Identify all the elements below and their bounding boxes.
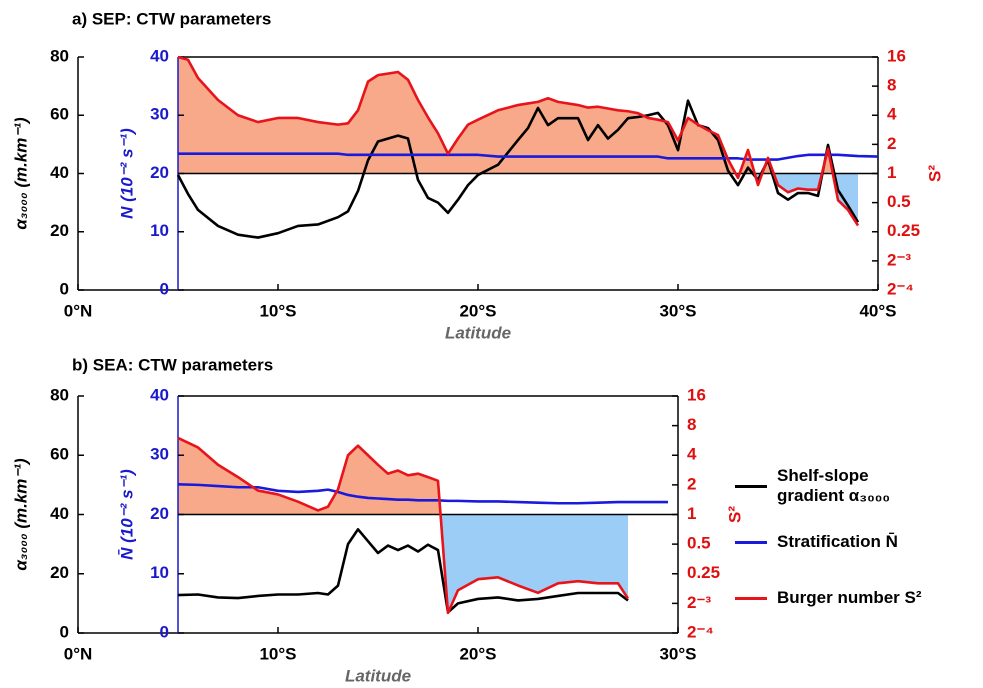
series-line <box>177 482 668 505</box>
y-tick-label: 0.5 <box>687 534 711 553</box>
y-tick-label: 20 <box>50 221 69 240</box>
y-tick-label: 0.5 <box>887 192 911 211</box>
y-tick-label: 2⁻⁴ <box>687 622 714 641</box>
y-axis-label: N̄ (10⁻² s⁻¹) <box>117 469 136 560</box>
y-tick-label: 1 <box>687 504 696 523</box>
y-tick-label: 0 <box>60 622 69 641</box>
legend-label: Shelf-slope gradient α₃₀₀₀ <box>777 466 891 505</box>
y-tick-label: 20 <box>150 163 169 182</box>
chart-title: b) SEA: CTW parameters <box>72 355 273 374</box>
x-tick-label: 0°N <box>64 301 93 320</box>
y-tick-label: 0 <box>160 279 169 298</box>
y-tick-label: 1 <box>887 163 896 182</box>
x-tick-label: 0°N <box>64 644 93 663</box>
y-tick-label: 2⁻³ <box>687 593 711 612</box>
fill-area <box>178 57 858 174</box>
legend-swatch <box>735 540 767 544</box>
legend-swatch <box>735 484 767 488</box>
y-tick-label: 40 <box>150 385 169 404</box>
y-tick-label: 4 <box>887 105 897 124</box>
y-tick-label: 20 <box>150 504 169 523</box>
y-tick-label: 0 <box>160 622 169 641</box>
legend-swatch <box>735 596 767 600</box>
x-tick-label: 20°S <box>459 644 496 663</box>
y-tick-label: 40 <box>50 504 69 523</box>
legend-label: Stratification N̄ <box>777 532 898 551</box>
x-axis-label: Latitude <box>445 323 511 342</box>
series-line <box>177 436 630 615</box>
y-tick-label: 2 <box>887 134 896 153</box>
y-axis-label: α₃₀₀₀ (m.km⁻¹) <box>11 458 30 571</box>
series-line <box>177 528 629 614</box>
x-tick-label: 20°S <box>459 301 496 320</box>
x-tick-label: 10°S <box>259 644 296 663</box>
y-axis-label: S² <box>725 506 744 523</box>
series-line <box>177 55 860 227</box>
legend-entry: Shelf-slope gradient α₃₀₀₀ <box>735 458 975 514</box>
y-tick-label: 0 <box>60 279 69 298</box>
y-tick-label: 2⁻³ <box>887 250 911 269</box>
y-tick-label: 40 <box>50 163 69 182</box>
y-tick-label: 30 <box>150 445 169 464</box>
legend-entry: Stratification N̄ <box>735 514 975 570</box>
series-line <box>178 152 879 161</box>
y-tick-label: 40 <box>150 46 169 65</box>
y-tick-label: 8 <box>687 415 696 434</box>
fill-area <box>178 437 628 515</box>
y-axis-label: S² <box>925 165 944 182</box>
y-tick-label: 0.25 <box>687 563 720 582</box>
y-tick-label: 60 <box>50 105 69 124</box>
y-tick-label: 2⁻⁴ <box>887 279 914 298</box>
y-tick-label: 16 <box>687 385 706 404</box>
x-tick-label: 30°S <box>659 644 696 663</box>
y-tick-label: 16 <box>887 46 906 65</box>
x-axis-label: Latitude <box>345 666 411 685</box>
legend-label: Burger number S² <box>777 588 922 607</box>
x-tick-label: 40°S <box>859 301 896 320</box>
y-tick-label: 8 <box>887 76 896 95</box>
legend-entry: Burger number S² <box>735 570 975 626</box>
y-axis-label: α₃₀₀₀ (m.km⁻¹) <box>11 117 30 230</box>
legend: Shelf-slope gradient α₃₀₀₀ Stratification… <box>735 458 975 626</box>
y-tick-label: 10 <box>150 221 169 240</box>
y-tick-label: 20 <box>50 563 69 582</box>
y-tick-label: 30 <box>150 105 169 124</box>
y-tick-label: 2 <box>687 474 696 493</box>
y-tick-label: 10 <box>150 563 169 582</box>
x-tick-label: 10°S <box>259 301 296 320</box>
chart-title: a) SEP: CTW parameters <box>72 9 271 28</box>
y-tick-label: 80 <box>50 46 69 65</box>
fill-area <box>178 514 628 613</box>
x-tick-label: 30°S <box>659 301 696 320</box>
y-tick-label: 60 <box>50 445 69 464</box>
y-tick-label: 4 <box>687 445 697 464</box>
y-tick-label: 0.25 <box>887 221 920 240</box>
fill-area <box>178 173 858 226</box>
y-tick-label: 80 <box>50 385 69 404</box>
y-axis-label: N (10⁻² s⁻¹) <box>117 128 136 219</box>
